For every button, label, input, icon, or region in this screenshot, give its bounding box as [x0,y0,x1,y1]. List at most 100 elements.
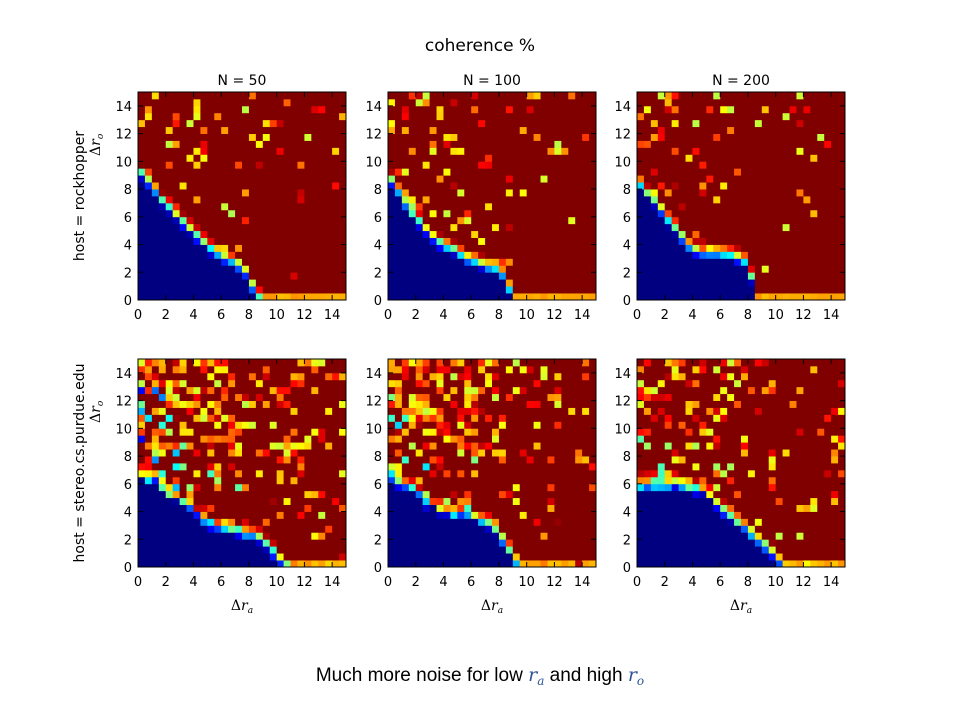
heatmap-cell [471,286,479,294]
heatmap-cell [706,293,714,301]
heatmap-cell [443,476,451,485]
heatmap-cell [471,469,479,478]
heatmap-cell [643,112,652,121]
heatmap-cell [498,442,507,450]
heatmap-cell [179,265,187,273]
heatmap-cell [193,407,201,415]
heatmap-cell [650,532,659,540]
heatmap-cell [304,258,312,266]
heatmap-cell [775,553,783,561]
heatmap-cell [761,202,770,211]
heatmap-cell [165,105,174,114]
heatmap-cell [172,546,180,554]
heatmap-cell [699,251,707,259]
heatmap-cell [650,258,659,266]
heatmap-cell [464,379,472,388]
heatmap-cell [471,393,479,401]
heatmap-cell [408,386,417,395]
heatmap-cell [429,168,437,176]
heatmap-cell [401,456,410,464]
heatmap-cell [554,154,562,162]
heatmap-cell [706,511,714,519]
heatmap-cell [200,105,208,114]
heatmap-cell [589,92,597,100]
heatmap-cell [297,286,305,294]
heatmap-cell [415,372,424,381]
heatmap-cell [276,525,284,533]
heatmap-cell [151,386,160,395]
heatmap-cell [235,98,243,107]
heatmap-cell [248,126,257,134]
heatmap-cell [485,456,493,464]
heatmap-cell [262,105,271,114]
heatmap-cell [782,265,790,273]
heatmap-cell [637,196,645,204]
heatmap-cell [186,525,194,533]
heatmap-cell [332,251,340,259]
heatmap-cell [158,92,167,100]
heatmap-cell [422,140,430,148]
heatmap-cell [158,497,167,505]
heatmap-cell [318,476,326,485]
heatmap-cell [262,140,271,148]
heatmap-cell [554,372,562,381]
heatmap-cell [228,553,236,561]
heatmap-cell [443,237,451,245]
heatmap-cell [747,532,756,540]
heatmap-cell [519,265,528,273]
heatmap-cell [671,112,679,121]
heatmap-cell [782,525,790,533]
heatmap-cell [443,546,451,554]
heatmap-cell [498,293,507,301]
heatmap-cell [561,154,569,162]
heatmap-cell [443,265,451,273]
heatmap-cell [671,230,679,238]
heatmap-cell [775,279,783,287]
heatmap-cell [242,279,250,287]
heatmap-cell [179,182,187,190]
heatmap-cell [485,279,493,287]
heatmap-cell [768,518,777,526]
heatmap-cell [692,175,700,183]
heatmap-cell [775,237,783,245]
heatmap-cell [457,92,465,100]
heatmap-cell [761,525,770,533]
heatmap-cell [443,525,451,533]
heatmap-cell [810,147,818,155]
heatmap-cell [741,293,749,301]
heatmap-cell [200,154,208,162]
heatmap-cell [283,463,291,471]
heatmap-cell [221,126,229,134]
heatmap-cell [664,98,673,107]
heatmap-cell [720,161,728,169]
heatmap-cell [478,497,486,505]
heatmap-cell [165,407,174,415]
heatmap-cell [151,154,160,162]
heatmap-cell [193,258,201,266]
heatmap-cell [297,216,305,225]
heatmap-cell [761,216,770,225]
y-tick-label: 14 [365,100,382,115]
heatmap-cell [415,359,424,367]
heatmap-cell [248,112,257,121]
heatmap-cell [443,112,451,121]
heatmap-cell [283,154,291,162]
heatmap-cell [671,546,679,554]
heatmap-cell [650,553,659,561]
heatmap-cell [720,258,728,266]
heatmap-cell [318,553,326,561]
heatmap-cell [775,168,783,176]
heatmap-cell [492,525,500,533]
heatmap-cell [248,518,257,526]
heatmap-cell [283,126,291,134]
heatmap-cell [242,196,250,204]
heatmap-cell [589,98,597,107]
heatmap-cell [276,105,284,114]
heatmap-cell [304,293,312,301]
heatmap-cell [741,161,749,169]
heatmap-cell [325,532,333,540]
heatmap-cell [540,379,548,388]
heatmap-cell [699,196,707,204]
heatmap-cell [179,140,187,148]
heatmap-cell [457,414,465,422]
